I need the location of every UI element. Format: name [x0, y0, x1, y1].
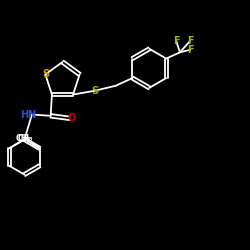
Text: O: O	[68, 113, 76, 123]
Text: S: S	[42, 70, 49, 80]
Text: F: F	[187, 36, 193, 46]
Text: CH₃: CH₃	[15, 134, 31, 143]
Text: HN: HN	[20, 110, 36, 120]
Text: F: F	[187, 45, 193, 55]
Text: S: S	[91, 86, 98, 96]
Text: F: F	[173, 36, 180, 46]
Text: CH₃: CH₃	[18, 134, 34, 143]
